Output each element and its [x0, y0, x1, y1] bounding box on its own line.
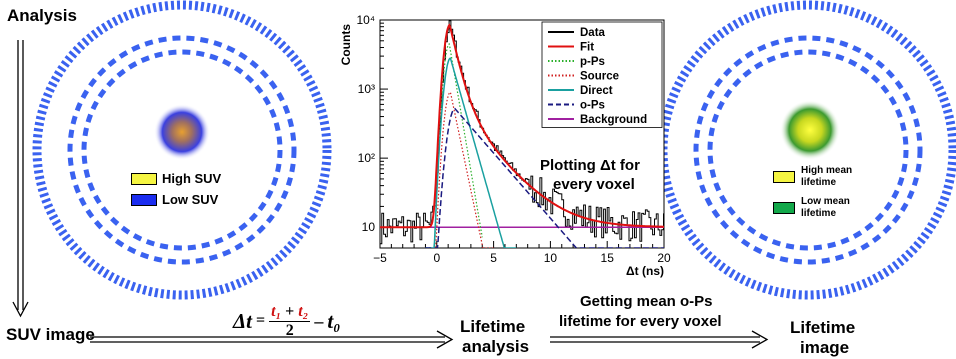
lifetime-hotspot — [780, 100, 840, 160]
formula-denominator: 2 — [285, 321, 294, 339]
formula-numerator: t₁ + t₂ — [269, 302, 311, 322]
x-tick-label: 20 — [657, 251, 671, 265]
low-lifetime-label-2: lifetime — [801, 208, 837, 219]
x-axis-label: Δt (ns) — [626, 264, 664, 278]
left-detector-rings — [32, 0, 332, 300]
chart-plot-area — [380, 20, 664, 248]
series-o-ps — [425, 107, 664, 248]
low-lifetime-label-1: Low mean — [801, 196, 850, 207]
legend-label-direct: Direct — [580, 85, 613, 97]
high-lifetime-text: High mean lifetime — [801, 165, 852, 189]
series-source — [425, 91, 494, 248]
high-lifetime-swatch — [773, 171, 795, 183]
formula-t0: t₀ — [327, 308, 341, 333]
suv-image-label: SUV image — [6, 325, 95, 344]
x-tick-label: 15 — [601, 251, 615, 265]
legend-label-fit: Fit — [580, 42, 594, 54]
low-lifetime-text: Low mean lifetime — [801, 196, 850, 220]
low-lifetime-swatch — [773, 202, 795, 214]
y-axis-label: Counts — [339, 24, 353, 66]
low-suv-label: Low SUV — [162, 192, 219, 207]
formula-lhs: Δt — [233, 308, 253, 333]
y-tick-label: 10 — [362, 220, 376, 234]
plotting-label-2: every voxel — [553, 176, 635, 193]
legend-label-data: Data — [580, 27, 606, 39]
lifetime-analysis-label-1: Lifetime — [460, 317, 526, 336]
lifetime-legend-low: Low mean lifetime — [773, 196, 852, 220]
y-tick-label: 10³ — [358, 82, 375, 96]
lifetime-analysis-label-2: analysis — [462, 337, 530, 356]
lifetime-image-label-2: image — [800, 338, 850, 357]
suv-hotspot — [154, 104, 210, 160]
lifetime-legend: High mean lifetime Low mean lifetime — [773, 165, 852, 220]
formula-plus: + — [285, 302, 295, 320]
formula-t1: t₁ — [271, 302, 282, 320]
getting-mean-label-2: lifetime for every voxel — [559, 313, 722, 330]
x-tick-label: 0 — [433, 251, 440, 265]
high-lifetime-label-1: High mean — [801, 165, 853, 176]
legend-label-p-ps: p-Ps — [580, 56, 605, 68]
plotting-label-1: Plotting Δt for — [540, 157, 640, 174]
low-suv-swatch — [131, 193, 157, 206]
formula-t2: t₂ — [298, 302, 309, 320]
y-tick-label: 10² — [358, 151, 375, 165]
flow-arrows — [12, 40, 769, 349]
lifetime-image-label-1: Lifetime — [790, 318, 856, 337]
legend-label-source: Source — [580, 71, 619, 83]
getting-mean-label-1: Getting mean o-Ps — [580, 293, 713, 310]
delta-t-formula: Δt = t₁ + t₂ 2 – t₀ — [233, 296, 340, 346]
suv-legend-high: High SUV — [131, 171, 221, 186]
legend-label-background: Background — [580, 114, 647, 126]
x-tick-label: 5 — [490, 251, 497, 265]
high-suv-label: High SUV — [162, 171, 222, 186]
analysis-label: Analysis — [7, 6, 77, 25]
formula-equals: = — [256, 312, 266, 329]
high-suv-swatch — [131, 172, 157, 185]
x-tick-label: −5 — [373, 251, 387, 265]
x-tick-label: 10 — [544, 251, 558, 265]
y-tick-label: 10⁴ — [356, 13, 375, 27]
suv-legend-low: Low SUV — [131, 192, 221, 207]
suv-legend: High SUV Low SUV — [131, 171, 221, 207]
right-detector-rings — [658, 0, 956, 300]
series-fit — [380, 23, 664, 229]
formula-minus: – — [314, 310, 324, 331]
high-lifetime-label-2: lifetime — [801, 177, 837, 188]
lifetime-legend-high: High mean lifetime — [773, 165, 852, 189]
series-direct — [425, 57, 517, 248]
legend-label-o-ps: o-Ps — [580, 100, 605, 112]
formula-fraction: t₁ + t₂ 2 — [269, 302, 311, 340]
